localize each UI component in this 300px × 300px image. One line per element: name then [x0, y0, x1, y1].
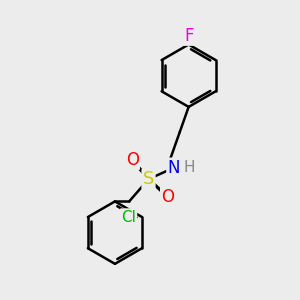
Text: F: F	[184, 27, 194, 45]
Text: H: H	[184, 160, 195, 175]
Text: Cl: Cl	[121, 209, 136, 224]
Text: N: N	[167, 159, 180, 177]
Text: S: S	[143, 170, 154, 188]
Text: O: O	[161, 188, 174, 206]
Text: O: O	[126, 151, 139, 169]
